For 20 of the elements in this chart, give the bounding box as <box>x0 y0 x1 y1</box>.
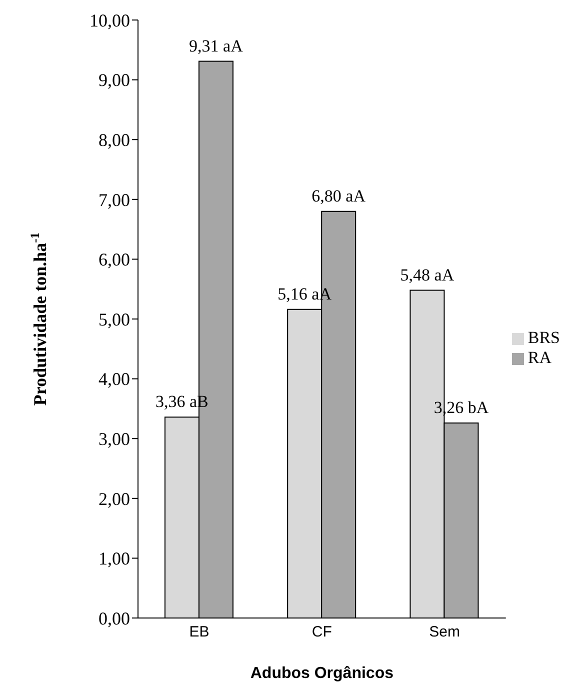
y-tick-label: 10,00 <box>90 10 130 30</box>
data-label: 5,48 aA <box>400 265 455 284</box>
y-tick-label: 4,00 <box>98 369 130 390</box>
y-tick-label: 8,00 <box>98 130 130 150</box>
y-tick-label: 3,00 <box>98 428 130 449</box>
legend-label: BRS <box>528 328 560 347</box>
y-tick-label: 5,00 <box>98 309 130 330</box>
y-tick-label: 1,00 <box>98 548 130 569</box>
y-tick-label: 7,00 <box>98 190 130 210</box>
y-tick-label: 2,00 <box>98 488 130 509</box>
y-tick-label: 0,00 <box>98 608 130 628</box>
x-tick-label: EB <box>189 624 210 641</box>
x-axis-title: Adubos Orgânicos <box>250 665 394 682</box>
data-label: 6,80 aA <box>312 186 366 206</box>
x-tick-label: CF <box>312 624 332 641</box>
y-tick-label: 9,00 <box>98 70 130 90</box>
x-tick-label: Sem <box>429 624 460 641</box>
data-label: 9,31 aA <box>189 36 244 56</box>
y-tick-label: 6,00 <box>98 250 130 270</box>
legend-label: RA <box>528 348 552 367</box>
